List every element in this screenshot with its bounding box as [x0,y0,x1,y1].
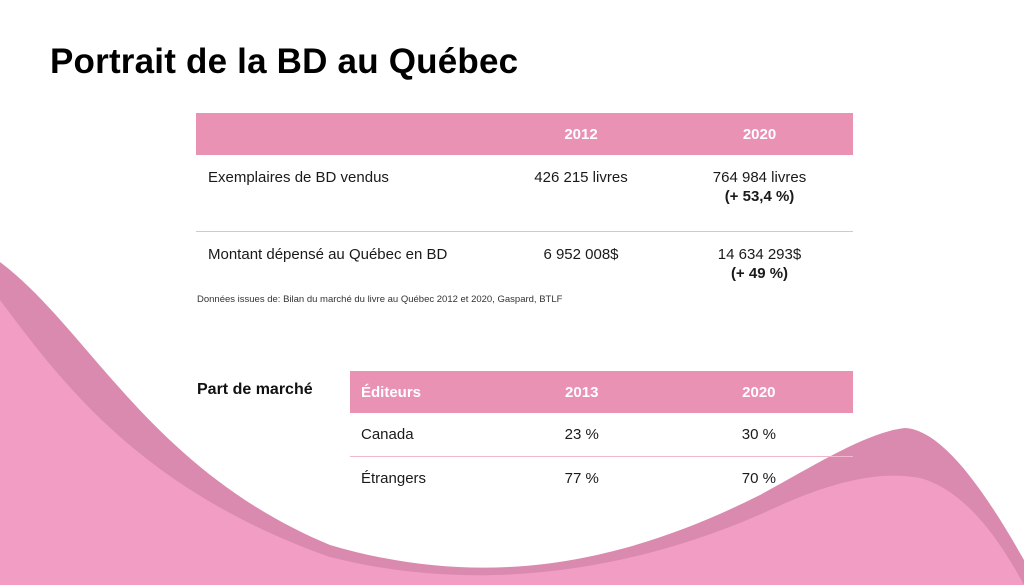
value-2020-cell: 14 634 293$ (+ 49 %) [666,232,853,309]
value-2012: 426 215 livres [496,155,666,232]
market-share-table: Éditeurs 2013 2020 Canada 23 % 30 % Étra… [350,371,853,500]
value-2013: 77 % [564,470,599,487]
table-row: Montant dépensé au Québec en BD 6 952 00… [196,232,853,309]
table-row: Étrangers 77 % 70 % [350,457,853,501]
sales-table: 2012 2020 Exemplaires de BD vendus 426 2… [196,113,853,308]
sales-header-2012: 2012 [496,113,666,155]
publisher-label: Canada [350,413,499,457]
sales-header-2020: 2020 [666,113,853,155]
wave-light-layer [0,300,1024,585]
market-header-publishers: Éditeurs [350,371,499,413]
change-percent: (+ 53,4 %) [724,188,795,205]
row-label: Exemplaires de BD vendus [196,155,496,232]
wave-dark-layer [0,262,1024,585]
publisher-label: Étrangers [361,470,427,487]
value-2020-cell: 764 984 livres (+ 53,4 %) [666,155,853,232]
row-label: Montant dépensé au Québec en BD [208,246,448,263]
value-2012: 6 952 008$ [543,246,619,263]
sales-header-label [196,113,496,155]
market-table-header-row: Éditeurs 2013 2020 [350,371,853,413]
sales-table-header-row: 2012 2020 [196,113,853,155]
value-2013: 23 % [498,413,665,457]
value-2020: 14 634 293$ [717,246,802,263]
source-note: Données issues de: Bilan du marché du li… [197,294,563,305]
value-2020: 764 984 livres [712,169,807,186]
value-2020: 70 % [741,470,776,487]
value-2020: 30 % [664,413,853,457]
market-share-label: Part de marché [197,381,313,398]
table-row: Exemplaires de BD vendus 426 215 livres … [196,155,853,232]
table-row: Canada 23 % 30 % [350,413,853,457]
market-header-2020: 2020 [664,371,853,413]
change-percent: (+ 49 %) [730,265,789,282]
slide-title: Portrait de la BD au Québec [50,42,519,81]
market-header-2013: 2013 [498,371,665,413]
